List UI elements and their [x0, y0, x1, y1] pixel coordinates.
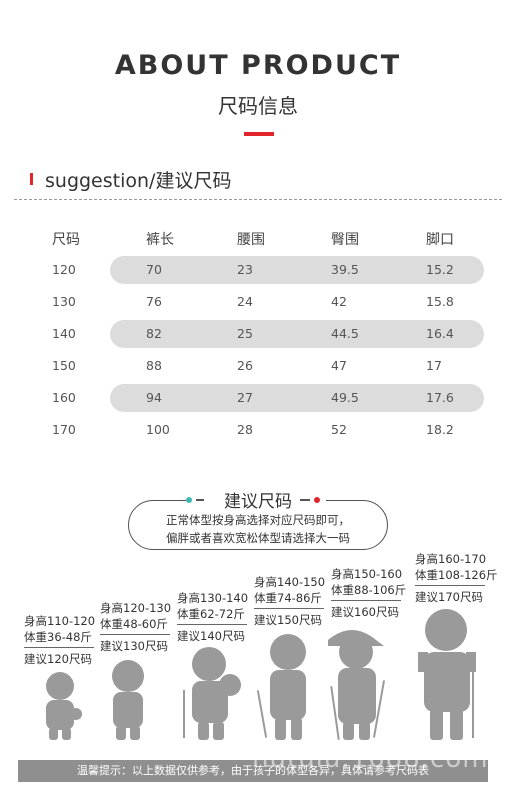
table-cell: 16.4 — [426, 326, 454, 341]
watermark: hutuiu.1688.com — [252, 744, 489, 774]
tip-text-line: 正常体型按身高选择对应尺码即可， — [166, 513, 350, 527]
table-cell: 26 — [237, 358, 253, 373]
kid-height: 身高130-140 — [177, 591, 249, 605]
column-header: 腰围 — [237, 232, 265, 248]
dashed-divider — [14, 199, 502, 200]
table-cell: 130 — [52, 294, 76, 309]
section-label: suggestion/建议尺码 — [45, 169, 232, 192]
title-underline — [244, 132, 274, 136]
kid-weight: 体重62-72斤 — [177, 607, 245, 621]
child-silhouette-icon — [418, 609, 476, 740]
table-cell: 25 — [237, 326, 253, 341]
kid-weight: 体重108-126斤 — [415, 568, 498, 582]
kid-size-label: 身高160-170 体重108-126斤 建议170尺码 — [415, 551, 498, 605]
table-cell: 94 — [146, 390, 162, 405]
label-divider — [177, 624, 247, 625]
kid-size: 建议150尺码 — [254, 613, 322, 627]
page-title: ABOUT PRODUCT — [114, 50, 402, 81]
table-cell: 15.2 — [426, 262, 454, 277]
table-row: 140 82 25 44.5 16.4 — [0, 320, 516, 348]
kid-size-label: 身高150-160 体重88-106斤 建议160尺码 — [331, 566, 406, 620]
column-header: 脚口 — [426, 232, 454, 248]
table-cell: 82 — [146, 326, 162, 341]
table-cell: 15.8 — [426, 294, 454, 309]
kid-size: 建议120尺码 — [24, 652, 92, 666]
table-cell: 47 — [331, 358, 347, 373]
kid-size-label: 身高140-150 体重74-86斤 建议150尺码 — [254, 574, 325, 628]
label-divider — [24, 647, 94, 648]
table-cell: 160 — [52, 390, 76, 405]
kid-height: 身高150-160 — [331, 567, 403, 581]
decor-dash — [300, 499, 310, 501]
table-cell: 150 — [52, 358, 76, 373]
row-band — [110, 256, 484, 284]
decor-dash — [196, 499, 204, 501]
table-cell: 23 — [237, 262, 253, 277]
section-marker — [30, 173, 33, 185]
label-divider — [254, 608, 324, 609]
table-cell: 18.2 — [426, 422, 454, 437]
table-cell: 88 — [146, 358, 162, 373]
child-silhouette-icon — [183, 647, 241, 740]
table-cell: 49.5 — [331, 390, 359, 405]
kid-height: 身高110-120 — [24, 614, 96, 628]
kid-size-label: 身高110-120 体重36-48斤 建议120尺码 — [24, 613, 95, 667]
table-row: 170 100 28 52 18.2 — [0, 416, 516, 444]
kid-weight: 体重48-60斤 — [100, 617, 168, 631]
table-cell: 140 — [52, 326, 76, 341]
kid-weight: 体重74-86斤 — [254, 591, 322, 605]
table-cell: 52 — [331, 422, 347, 437]
table-header-row: 尺码 裤长 腰围 臀围 脚口 — [0, 226, 516, 254]
table-cell: 100 — [146, 422, 170, 437]
decor-dot — [186, 497, 192, 503]
table-cell: 24 — [237, 294, 253, 309]
kid-height: 身高160-170 — [415, 552, 487, 566]
table-row: 130 76 24 42 15.8 — [0, 288, 516, 316]
table-cell: 120 — [52, 262, 76, 277]
kid-height: 身高120-130 — [100, 601, 172, 615]
label-divider — [415, 585, 485, 586]
table-cell: 28 — [237, 422, 253, 437]
table-cell: 17.6 — [426, 390, 454, 405]
label-divider — [100, 634, 170, 635]
footer-note: 温馨提示：以上数据仅供参考，由于孩子的体型各异，具体请参考尺码表 — [18, 760, 488, 782]
kid-size-label: 身高130-140 体重62-72斤 建议140尺码 — [177, 590, 248, 644]
column-header: 臀围 — [331, 232, 359, 248]
label-divider — [331, 600, 401, 601]
kids-silhouettes — [46, 609, 476, 740]
kid-size: 建议170尺码 — [415, 590, 483, 604]
table-row: 150 88 26 47 17 — [0, 352, 516, 380]
table-cell: 170 — [52, 422, 76, 437]
row-band — [110, 320, 484, 348]
kid-size: 建议130尺码 — [100, 639, 168, 653]
section-heading: suggestion/建议尺码 — [30, 167, 232, 192]
tip-text-line: 偏胖或者喜欢宽松体型请选择大一码 — [166, 531, 350, 545]
page-subtitle: 尺码信息 — [218, 94, 298, 118]
table-row: 120 70 23 39.5 15.2 — [0, 256, 516, 284]
child-silhouette-icon — [256, 634, 306, 740]
kid-size-label: 身高120-130 体重48-60斤 建议130尺码 — [100, 600, 171, 654]
table-cell: 44.5 — [331, 326, 359, 341]
kid-size: 建议140尺码 — [177, 629, 245, 643]
kid-weight: 体重36-48斤 — [24, 630, 92, 644]
kid-weight: 体重88-106斤 — [331, 583, 407, 597]
table-cell: 76 — [146, 294, 162, 309]
column-header: 尺码 — [52, 232, 80, 248]
table-row: 160 94 27 49.5 17.6 — [0, 384, 516, 412]
kid-height: 身高140-150 — [254, 575, 326, 589]
row-band — [110, 384, 484, 412]
table-cell: 42 — [331, 294, 347, 309]
table-cell: 70 — [146, 262, 162, 277]
child-silhouette-icon — [112, 660, 144, 740]
child-silhouette-icon — [328, 630, 386, 740]
table-cell: 17 — [426, 358, 442, 373]
kid-size: 建议160尺码 — [331, 605, 399, 619]
column-header: 裤长 — [146, 232, 174, 248]
child-silhouette-icon — [46, 672, 82, 740]
table-cell: 27 — [237, 390, 253, 405]
table-cell: 39.5 — [331, 262, 359, 277]
decor-dot — [314, 497, 320, 503]
